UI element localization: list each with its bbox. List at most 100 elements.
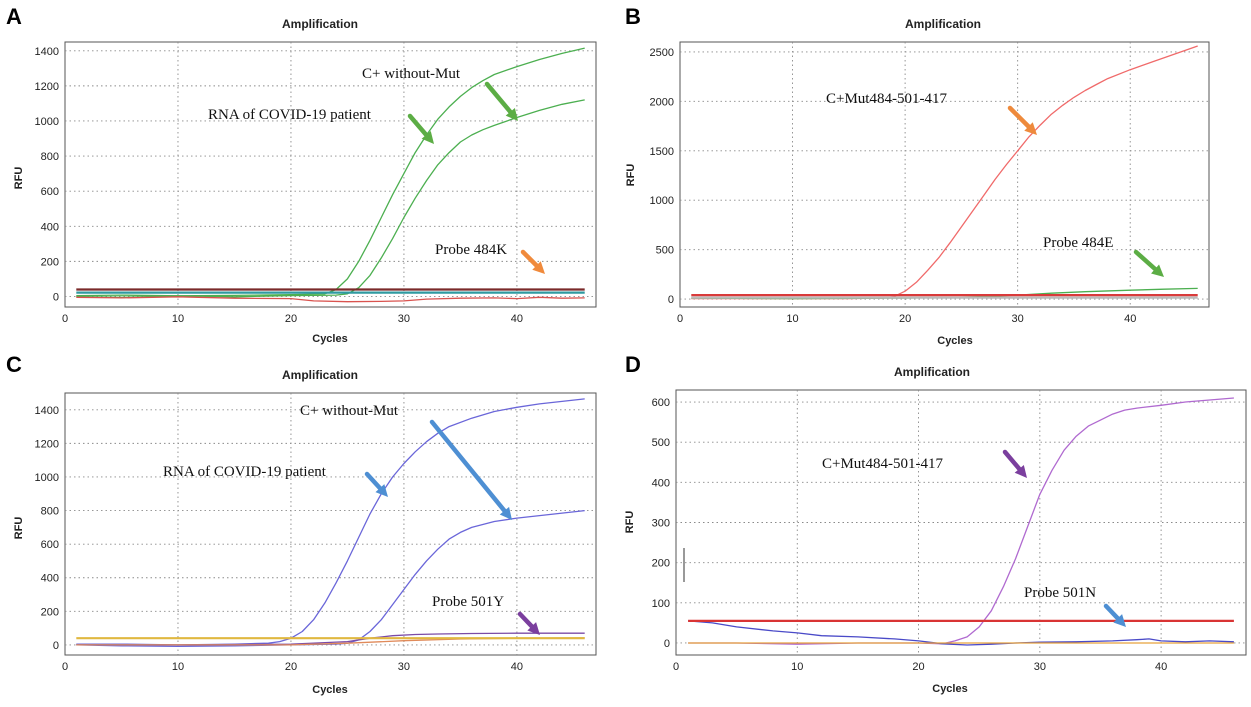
y-tick-label: 600 (652, 397, 670, 409)
arrow-shaft (1133, 249, 1158, 272)
series-line-rna-of-covid-19-patient (76, 509, 585, 647)
y-tick-label: 1400 (35, 46, 59, 58)
arrow-head (505, 107, 518, 121)
x-tick-label: 30 (1012, 313, 1024, 325)
y-tick-label: 400 (41, 573, 59, 585)
chart-title: Amplification (894, 365, 970, 379)
y-tick-label: 1000 (35, 472, 59, 484)
panel-a: A Amplification 0 10 20 30 40020040060080010… (6, 4, 597, 345)
y-tick-label: 1000 (650, 195, 674, 207)
annotation-arrow (407, 113, 434, 144)
series-line-rna-of-covid-19-patient (76, 99, 585, 298)
y-axis-label: RFU (624, 511, 636, 534)
y-tick-label: 500 (652, 437, 670, 449)
panel-d: D Amplification 0 10 20 30 40010020030040050… (624, 352, 1247, 695)
arrow-head (1014, 464, 1027, 478)
x-tick-label: 0 (62, 313, 68, 325)
x-tick-label: 40 (1124, 313, 1136, 325)
y-tick-label: 200 (652, 558, 670, 570)
annotation-arrow (520, 249, 545, 274)
y-tick-label: 800 (41, 151, 59, 163)
x-tick-label: 10 (786, 313, 798, 325)
x-tick-label: 40 (1155, 661, 1167, 673)
annotation-label: C+Mut484-501-417 (826, 91, 947, 107)
x-tick-label: 10 (791, 661, 803, 673)
annotation-arrow (1133, 249, 1164, 277)
arrow-shaft (1103, 603, 1120, 621)
y-tick-label: 400 (652, 477, 670, 489)
annotation-label: RNA of COVID-19 patient (208, 107, 372, 123)
plot-frame (64, 41, 597, 308)
panel-letter: D (625, 352, 641, 377)
panel-letter: C (6, 352, 22, 377)
arrow-shaft (484, 81, 513, 115)
annotation-arrow (484, 81, 518, 121)
series-line-probe-501n (688, 620, 1234, 646)
annotation-label: RNA of COVID-19 patient (163, 464, 327, 480)
y-tick-label: 0 (53, 640, 59, 652)
y-tick-label: 300 (652, 518, 670, 530)
x-tick-label: 40 (511, 313, 523, 325)
arrow-head (1151, 264, 1164, 277)
panel-letter: A (6, 4, 22, 29)
y-tick-label: 1400 (35, 405, 59, 417)
series-line-c-mut484-501-417 (691, 45, 1198, 300)
arrow-shaft (364, 471, 383, 491)
y-tick-label: 1500 (650, 146, 674, 158)
arrow-shaft (407, 113, 429, 138)
x-tick-label: 10 (172, 313, 184, 325)
x-tick-label: 0 (673, 661, 679, 673)
chart-title: Amplification (905, 17, 981, 31)
annotation-arrow (429, 419, 512, 520)
annotation-label: Probe 484E (1043, 235, 1113, 251)
arrow-head (421, 130, 434, 144)
x-tick-label: 20 (285, 313, 297, 325)
arrow-head (1113, 614, 1126, 627)
x-tick-label: 30 (398, 661, 410, 673)
x-tick-label: 0 (677, 313, 683, 325)
arrow-shaft (520, 249, 539, 268)
chart-title: Amplification (282, 368, 358, 382)
annotation-label: C+Mut484-501-417 (822, 456, 943, 472)
x-tick-label: 30 (398, 313, 410, 325)
y-tick-label: 1200 (35, 438, 59, 450)
arrow-head (1024, 122, 1037, 135)
series-line-c-without-mut (76, 47, 585, 297)
annotation-arrow (364, 471, 388, 497)
arrow-head (532, 261, 545, 274)
y-axis-label: RFU (625, 164, 637, 187)
y-tick-label: 1000 (35, 116, 59, 128)
x-axis-label: Cycles (932, 683, 967, 695)
arrow-shaft (1002, 449, 1022, 472)
y-axis-label: RFU (13, 167, 25, 190)
y-tick-label: 600 (41, 539, 59, 551)
annotation-arrow (1103, 603, 1126, 627)
y-tick-label: 2500 (650, 47, 674, 59)
y-tick-label: 0 (664, 638, 670, 650)
x-tick-label: 20 (285, 661, 297, 673)
annotation-label: C+ without-Mut (300, 403, 399, 419)
x-axis-label: Cycles (312, 684, 347, 696)
arrow-head (375, 484, 388, 497)
y-tick-label: 100 (652, 598, 670, 610)
series-line-probe-484k (76, 296, 585, 303)
annotation-arrow (517, 611, 540, 635)
x-tick-label: 30 (1034, 661, 1046, 673)
y-tick-label: 200 (41, 606, 59, 618)
y-tick-label: 800 (41, 506, 59, 518)
y-tick-label: 2000 (650, 96, 674, 108)
arrow-head (499, 506, 512, 520)
x-tick-label: 20 (912, 661, 924, 673)
annotation-label: Probe 501N (1024, 585, 1096, 601)
plot-frame (64, 392, 597, 656)
y-tick-label: 0 (668, 294, 674, 306)
series-line-c-mut484-501-417 (688, 397, 1234, 645)
arrow-head (527, 622, 540, 635)
x-tick-label: 10 (172, 661, 184, 673)
annotation-label: C+ without-Mut (362, 66, 461, 82)
plot-frame (679, 41, 1210, 308)
panel-letter: B (625, 4, 641, 29)
x-axis-label: Cycles (937, 335, 972, 347)
y-tick-label: 200 (41, 256, 59, 268)
